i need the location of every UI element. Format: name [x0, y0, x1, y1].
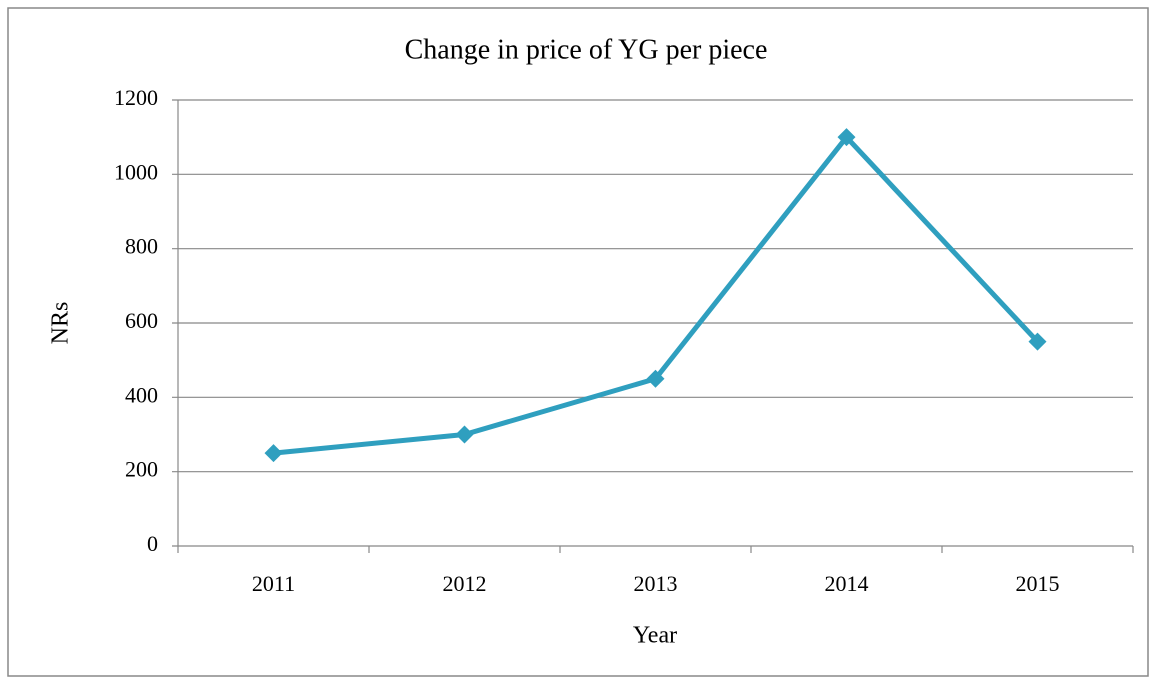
y-tick-label: 800 [125, 234, 158, 259]
x-tick-label: 2015 [1016, 571, 1060, 596]
data-marker [837, 128, 856, 147]
data-marker [264, 444, 283, 463]
y-tick-label: 0 [147, 531, 158, 556]
y-tick-label: 600 [125, 308, 158, 333]
x-tick-label: 2012 [443, 571, 487, 596]
y-tick-label: 1200 [114, 85, 158, 110]
y-tick-label: 1000 [114, 159, 158, 184]
data-marker [646, 369, 665, 388]
data-marker [1028, 332, 1047, 351]
chart-frame [7, 7, 1149, 677]
y-axis-label: NRs [48, 302, 74, 345]
y-tick-label: 200 [125, 457, 158, 482]
chart-title: Change in price of YG per piece [405, 34, 768, 65]
x-tick-label: 2014 [825, 571, 869, 596]
x-tick-label: 2011 [252, 571, 295, 596]
x-axis-label: Year [633, 623, 677, 649]
y-tick-label: 400 [125, 382, 158, 407]
x-tick-label: 2013 [634, 571, 678, 596]
data-marker [455, 425, 474, 444]
